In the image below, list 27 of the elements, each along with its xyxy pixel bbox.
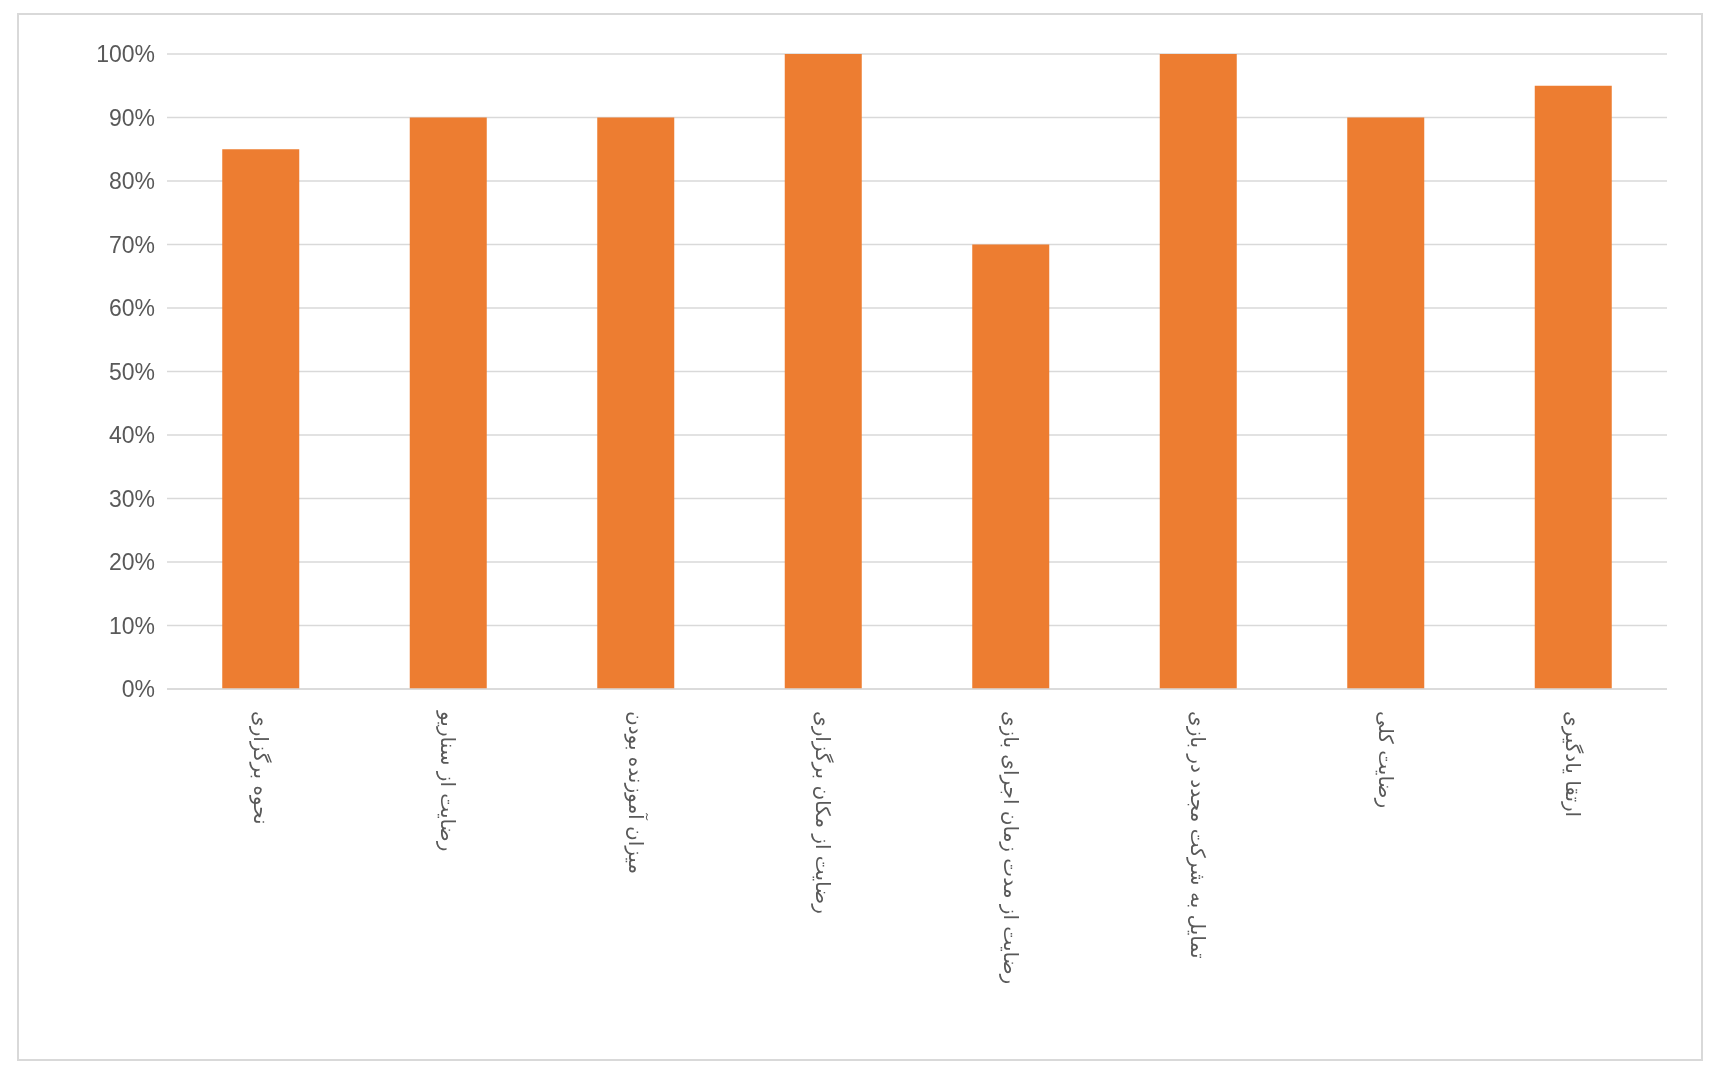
y-tick-label: 40% — [108, 422, 155, 448]
y-tick-label: 100% — [96, 41, 155, 67]
bar — [1347, 117, 1425, 689]
x-tick-label: میزان آموزنده بودن — [623, 711, 649, 875]
y-tick-label: 10% — [108, 612, 155, 639]
bar — [1159, 54, 1237, 689]
x-tick-label: رضایت از مکان برگزاری — [811, 711, 836, 914]
x-tick-label: نحوه برگزاری — [248, 711, 273, 825]
x-tick-label: رضایت از مدت زمان اجرای بازی — [998, 711, 1023, 985]
y-tick-label: 50% — [108, 358, 155, 385]
y-tick-label: 0% — [121, 676, 155, 702]
y-tick-label: 90% — [108, 104, 155, 131]
x-tick-label: رضایت کلی — [1373, 711, 1398, 809]
y-tick-label: 80% — [108, 168, 155, 194]
bar — [222, 149, 300, 689]
y-tick-label: 30% — [108, 485, 155, 512]
y-tick-label: 70% — [108, 231, 155, 258]
bar — [1534, 85, 1612, 689]
y-tick-label: 60% — [108, 295, 155, 321]
x-tick-label: تمایل به شرکت مجدد در بازی — [1186, 711, 1211, 959]
y-tick-label: 20% — [108, 549, 155, 575]
x-tick-label: رضایت از سناریو — [436, 710, 461, 852]
bar — [784, 54, 862, 689]
x-tick-label: ارتقا یادگیری — [1561, 711, 1586, 818]
bar — [972, 244, 1050, 689]
bar — [409, 117, 487, 689]
bar — [597, 117, 675, 689]
